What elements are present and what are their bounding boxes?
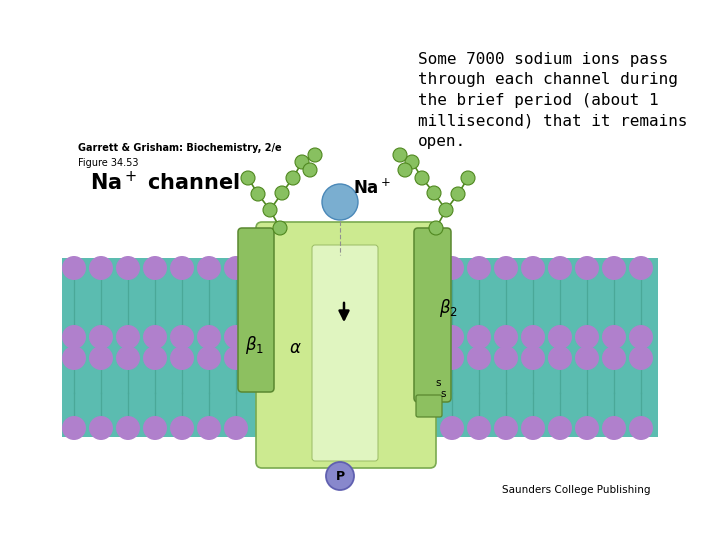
- Text: Saunders College Publishing: Saunders College Publishing: [502, 485, 650, 495]
- Circle shape: [451, 187, 465, 201]
- Circle shape: [602, 346, 626, 370]
- Text: Some 7000 sodium ions pass
through each channel during
the brief period (about 1: Some 7000 sodium ions pass through each …: [418, 52, 688, 148]
- Circle shape: [116, 325, 140, 349]
- Circle shape: [197, 256, 221, 280]
- Circle shape: [575, 325, 599, 349]
- Circle shape: [521, 256, 545, 280]
- Circle shape: [62, 325, 86, 349]
- Circle shape: [224, 325, 248, 349]
- Circle shape: [629, 416, 653, 440]
- Circle shape: [273, 221, 287, 235]
- Circle shape: [116, 416, 140, 440]
- Circle shape: [602, 416, 626, 440]
- Circle shape: [575, 346, 599, 370]
- Circle shape: [89, 325, 113, 349]
- Circle shape: [197, 416, 221, 440]
- Circle shape: [295, 155, 309, 169]
- Circle shape: [170, 256, 194, 280]
- Circle shape: [263, 203, 277, 217]
- Text: Garrett & Grisham: Biochemistry, 2/e: Garrett & Grisham: Biochemistry, 2/e: [78, 143, 282, 153]
- Text: $\beta_2$: $\beta_2$: [438, 297, 457, 319]
- Circle shape: [170, 416, 194, 440]
- Circle shape: [224, 346, 248, 370]
- FancyBboxPatch shape: [312, 245, 378, 461]
- Circle shape: [322, 184, 358, 220]
- Circle shape: [440, 256, 464, 280]
- Circle shape: [440, 346, 464, 370]
- Circle shape: [398, 163, 412, 177]
- Circle shape: [494, 346, 518, 370]
- FancyBboxPatch shape: [416, 395, 442, 417]
- Text: Figure 34.53: Figure 34.53: [78, 158, 138, 168]
- Bar: [62, 350, 658, 437]
- Circle shape: [521, 325, 545, 349]
- Circle shape: [629, 325, 653, 349]
- Circle shape: [467, 416, 491, 440]
- Circle shape: [440, 325, 464, 349]
- Text: s: s: [440, 389, 446, 399]
- Circle shape: [415, 171, 429, 185]
- Circle shape: [439, 203, 453, 217]
- FancyBboxPatch shape: [256, 222, 436, 468]
- Circle shape: [429, 221, 443, 235]
- Text: Na$^+$: Na$^+$: [353, 178, 391, 198]
- Circle shape: [308, 148, 322, 162]
- Circle shape: [548, 325, 572, 349]
- Circle shape: [224, 416, 248, 440]
- Circle shape: [494, 325, 518, 349]
- Circle shape: [440, 416, 464, 440]
- Circle shape: [494, 256, 518, 280]
- Circle shape: [62, 256, 86, 280]
- Circle shape: [467, 325, 491, 349]
- Circle shape: [461, 171, 475, 185]
- Circle shape: [143, 416, 167, 440]
- Circle shape: [275, 186, 289, 200]
- Circle shape: [548, 346, 572, 370]
- Circle shape: [197, 325, 221, 349]
- Bar: [62, 258, 658, 350]
- Circle shape: [467, 346, 491, 370]
- Circle shape: [494, 416, 518, 440]
- Circle shape: [170, 346, 194, 370]
- Circle shape: [116, 346, 140, 370]
- Text: P: P: [336, 469, 345, 483]
- Circle shape: [521, 416, 545, 440]
- Circle shape: [197, 346, 221, 370]
- Circle shape: [224, 256, 248, 280]
- Circle shape: [427, 186, 441, 200]
- Circle shape: [286, 171, 300, 185]
- Circle shape: [629, 346, 653, 370]
- Circle shape: [405, 155, 419, 169]
- Circle shape: [575, 256, 599, 280]
- Circle shape: [521, 346, 545, 370]
- Circle shape: [326, 462, 354, 490]
- Circle shape: [393, 148, 407, 162]
- Circle shape: [143, 325, 167, 349]
- Circle shape: [241, 171, 255, 185]
- Circle shape: [602, 325, 626, 349]
- Circle shape: [602, 256, 626, 280]
- Circle shape: [62, 346, 86, 370]
- FancyBboxPatch shape: [238, 228, 274, 392]
- Text: $\alpha$: $\alpha$: [289, 339, 302, 357]
- Text: $\beta_1$: $\beta_1$: [246, 334, 264, 356]
- Circle shape: [143, 346, 167, 370]
- Text: s: s: [435, 378, 441, 388]
- Circle shape: [62, 416, 86, 440]
- Circle shape: [170, 325, 194, 349]
- Circle shape: [467, 256, 491, 280]
- Circle shape: [251, 187, 265, 201]
- Circle shape: [629, 256, 653, 280]
- Circle shape: [548, 256, 572, 280]
- Circle shape: [303, 163, 317, 177]
- FancyBboxPatch shape: [414, 228, 451, 402]
- Circle shape: [575, 416, 599, 440]
- Text: Na$^+$ channel: Na$^+$ channel: [90, 170, 240, 194]
- Circle shape: [89, 256, 113, 280]
- Circle shape: [548, 416, 572, 440]
- Circle shape: [89, 416, 113, 440]
- Circle shape: [89, 346, 113, 370]
- Circle shape: [116, 256, 140, 280]
- Circle shape: [143, 256, 167, 280]
